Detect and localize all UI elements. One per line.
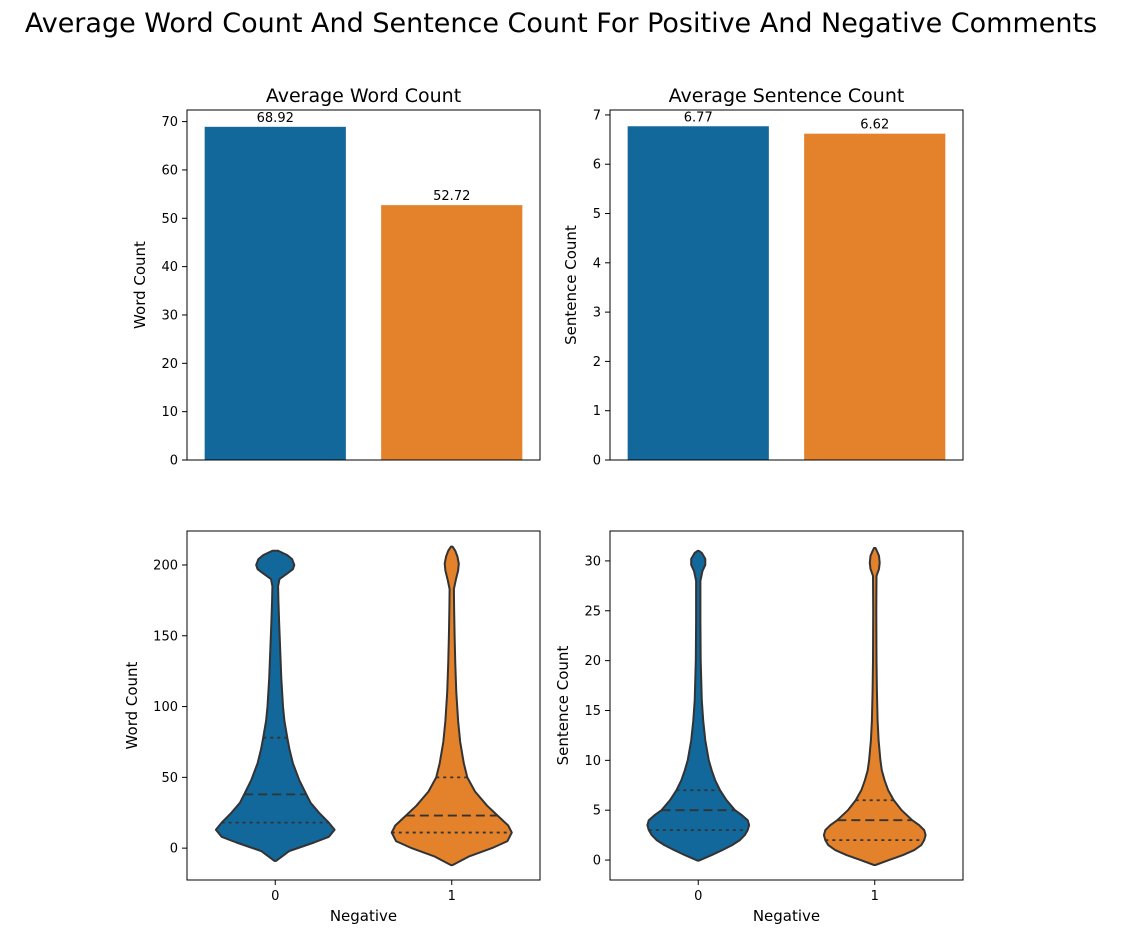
y-tick-label: 4 [593, 256, 601, 271]
y-tick-label: 20 [161, 357, 178, 372]
axes-frame [609, 109, 964, 461]
y-tick-label: 20 [584, 654, 601, 669]
bar-chart-average-word-count: Average Word Count 0 10 20 30 40 50 60 70 Word Co… [131, 85, 541, 469]
y-axis-label: Word Count [131, 241, 149, 329]
violin-0 [214, 549, 336, 862]
bar-value-label: 6.77 [684, 110, 713, 125]
y-tick-label: 10 [161, 405, 178, 420]
y-tick-label: 6 [593, 158, 601, 173]
y-tick-label: 30 [161, 308, 178, 323]
y-tick-label: 1 [593, 404, 601, 419]
y-tick-label: 70 [161, 115, 178, 130]
x-tick-label: 0 [271, 889, 279, 904]
violin-1 [390, 545, 513, 867]
y-tick-label: 0 [170, 454, 178, 469]
bar-1 [381, 205, 523, 460]
x-axis-label: Negative [330, 907, 397, 925]
bar-0 [627, 126, 769, 460]
y-tick-label: 15 [584, 704, 601, 719]
y-tick-label: 7 [593, 108, 601, 123]
x-axis-label: Negative [753, 907, 820, 925]
axes-frame [609, 530, 964, 881]
bar-chart-average-sentence-count: Average Sentence Count 0 1 2 3 4 5 6 7 Sentence C… [562, 85, 964, 469]
chart-title: Average Word Count [266, 85, 461, 107]
y-tick-label: 200 [153, 558, 178, 573]
y-tick-label: 30 [584, 554, 601, 569]
y-tick-label: 0 [593, 454, 601, 469]
y-tick-label: 60 [161, 163, 178, 178]
bar-0 [204, 126, 346, 460]
violin-0 [646, 549, 751, 862]
y-tick-label: 40 [161, 260, 178, 275]
x-tick-label: 1 [448, 889, 456, 904]
y-tick-label: 50 [161, 212, 178, 227]
x-tick-label: 0 [694, 889, 702, 904]
y-tick-label: 25 [584, 604, 601, 619]
bar-value-label: 68.92 [257, 111, 294, 126]
y-axis-label: Sentence Count [562, 225, 580, 345]
chart-title: Average Sentence Count [669, 85, 905, 107]
y-tick-label: 10 [584, 754, 601, 769]
y-axis-label: Sentence Count [554, 646, 572, 766]
bar-value-label: 52.72 [433, 189, 470, 204]
y-axis-label: Word Count [123, 661, 141, 749]
violin-1 [822, 547, 927, 866]
y-tick-label: 50 [161, 771, 178, 786]
figure-suptitle: Average Word Count And Sentence Count Fo… [25, 8, 1097, 39]
y-tick-label: 100 [153, 700, 178, 715]
x-tick-label: 1 [871, 889, 879, 904]
violin-chart-sentence-count: 0 5 10 15 20 25 30 Sentence Count 0 1 Negative [554, 530, 964, 925]
y-tick-label: 3 [593, 306, 601, 321]
y-tick-label: 5 [593, 207, 601, 222]
y-tick-label: 0 [593, 854, 601, 869]
axes-frame [186, 530, 541, 881]
y-tick-label: 5 [593, 804, 601, 819]
y-tick-label: 0 [170, 842, 178, 857]
bar-value-label: 6.62 [860, 118, 889, 133]
axes-frame [186, 109, 541, 461]
y-tick-label: 2 [593, 355, 601, 370]
y-tick-label: 150 [153, 629, 178, 644]
violin-chart-word-count: 0 50 100 150 200 Word Count 0 1 Negative [123, 530, 541, 925]
bar-1 [804, 133, 946, 460]
